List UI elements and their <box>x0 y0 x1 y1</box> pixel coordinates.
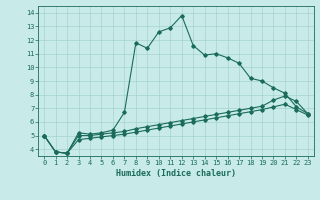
X-axis label: Humidex (Indice chaleur): Humidex (Indice chaleur) <box>116 169 236 178</box>
